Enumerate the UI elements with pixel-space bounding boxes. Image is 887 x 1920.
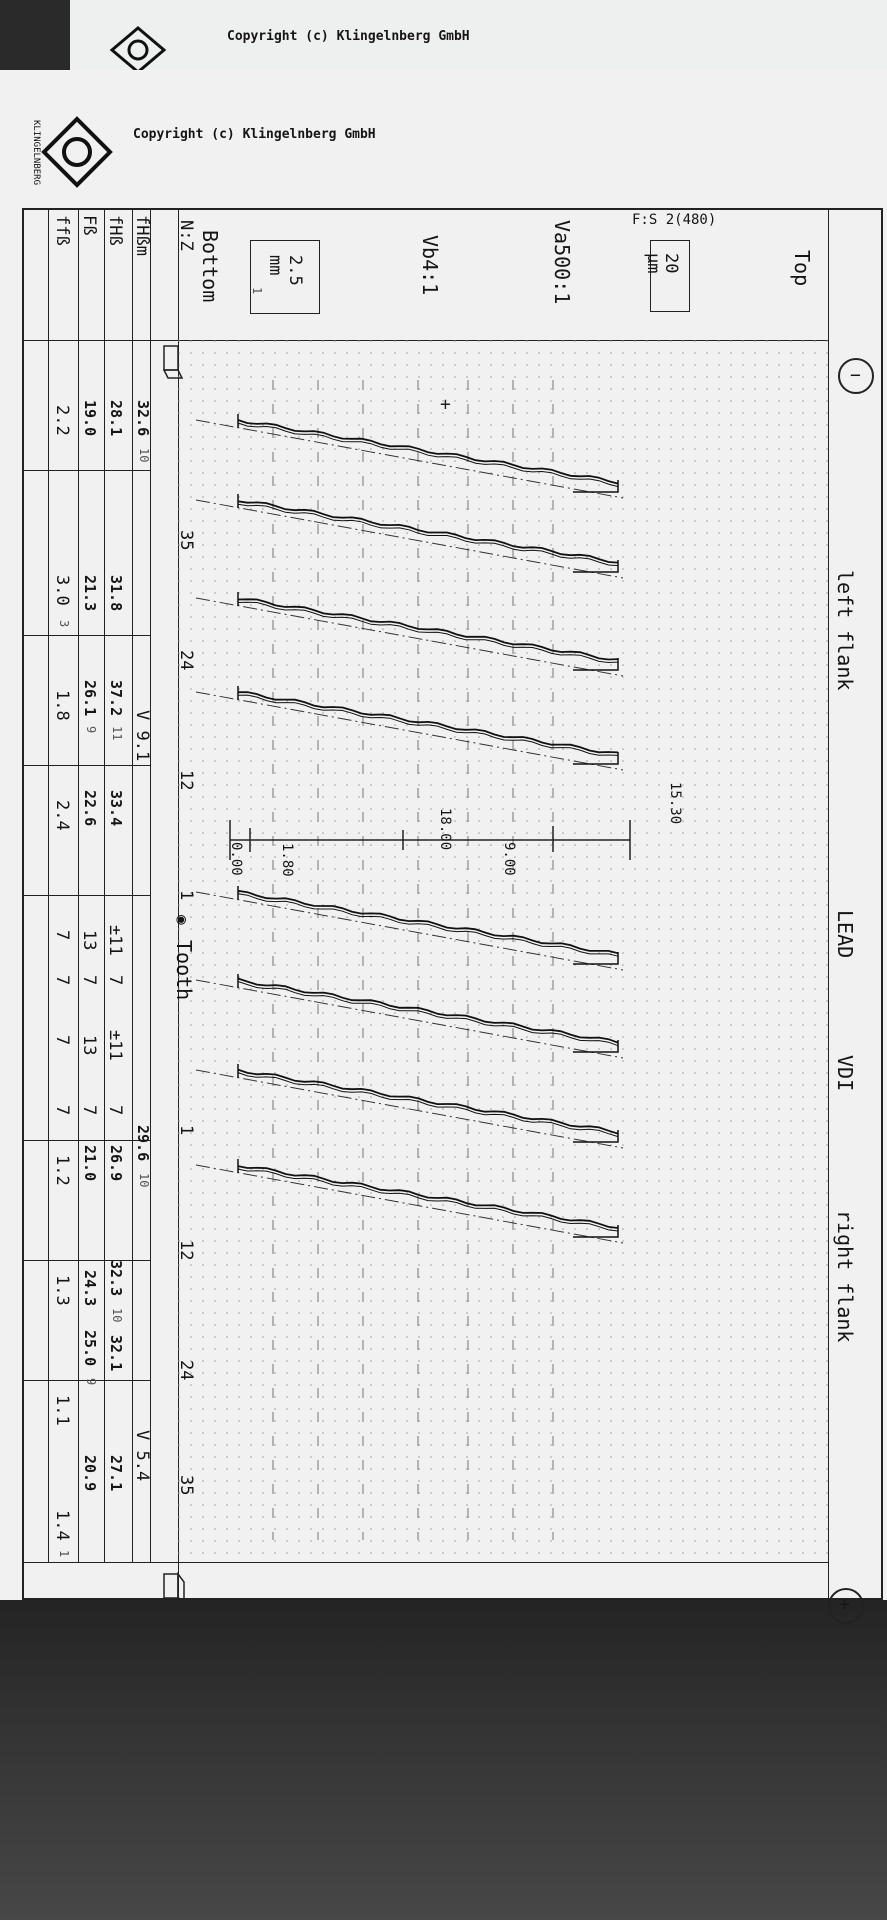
lead-trace-3 [195,592,624,677]
rear-logo-icon [109,26,167,74]
right-fhbm-value: 29.6 [134,1125,152,1162]
row-label-fb: Fß [79,215,99,236]
right-flank-icon [163,1571,185,1602]
row-label-fhb: fHß [105,215,125,246]
lead-trace-4 [195,686,624,771]
top-label: Top [790,250,814,287]
page-frame [22,208,883,1600]
bottom-label: Bottom [198,230,222,303]
rear-sheet: Copyright (c) Klingelnberg GmbH [70,0,887,80]
lead-trace-2 [195,494,624,579]
lead-label: LEAD [833,910,857,959]
right-tooth-12: 12 [176,1240,196,1261]
lead-trace-6 [195,974,624,1059]
left-fhbm-value: 32.6 [134,400,152,437]
lead-chart: + + [178,340,828,1562]
left-tooth-24: 24 [176,650,196,671]
left-tooth-1: 1 [176,890,196,901]
left-v-value: V 9.1 [132,710,152,762]
lead-trace-8 [195,1159,624,1244]
fs-label: F:S 2(480) [632,212,717,228]
tooth-circle-icon: ◉ [173,915,192,925]
copyright-text: Copyright (c) Klingelnberg GmbH [133,127,376,142]
left-tooth-12: 12 [176,770,196,791]
vertical-scale-box: 20 µm [643,240,690,312]
lead-trace-5 [195,886,624,971]
minus-circle-icon: − [838,358,874,394]
axis-tick-1-80: 1.80 [279,843,295,877]
vb-label: Vb4:1 [418,235,442,296]
vdi-label: VDI [833,1055,857,1092]
right-flank-label: right flank [833,1210,857,1343]
right-tooth-1: 1 [176,1125,196,1136]
va-label: Va500:1 [550,220,574,305]
svg-text:+: + [440,394,451,415]
right-v-value: V 5.4 [132,1430,152,1482]
desk-background [0,1560,887,1920]
horizontal-scale-box: 2.5 mm 1 [250,240,320,314]
logo-text: KLINGELNBERG [31,120,41,186]
row-label-fhbm: fHßm [132,215,152,256]
tooth-label: Tooth [172,940,196,1001]
left-tooth-35: 35 [176,530,196,551]
axis-tick-18: 18.00 [437,808,453,851]
lead-trace-1 [195,414,624,499]
chart-sheet: KLINGELNBERG Copyright (c) Klingelnberg … [0,70,887,1624]
axis-tick-0: 0.00 [228,842,244,876]
right-tooth-35: 35 [176,1475,196,1496]
axis-tick-9: 9.00 [501,842,517,876]
plus-circle-icon: + [828,1588,864,1624]
left-flank-label: left flank [833,570,857,691]
row-label-nz: N:Z [176,220,196,251]
klingelnberg-logo-icon [41,116,113,188]
row-label-ffb: ffß [52,215,72,246]
axis-tick-15-30: 15.30 [667,782,683,825]
right-tooth-24: 24 [176,1360,196,1381]
rear-copyright: Copyright (c) Klingelnberg GmbH [227,29,470,44]
lead-trace-7 [195,1064,624,1149]
left-flank-icon [162,345,184,379]
